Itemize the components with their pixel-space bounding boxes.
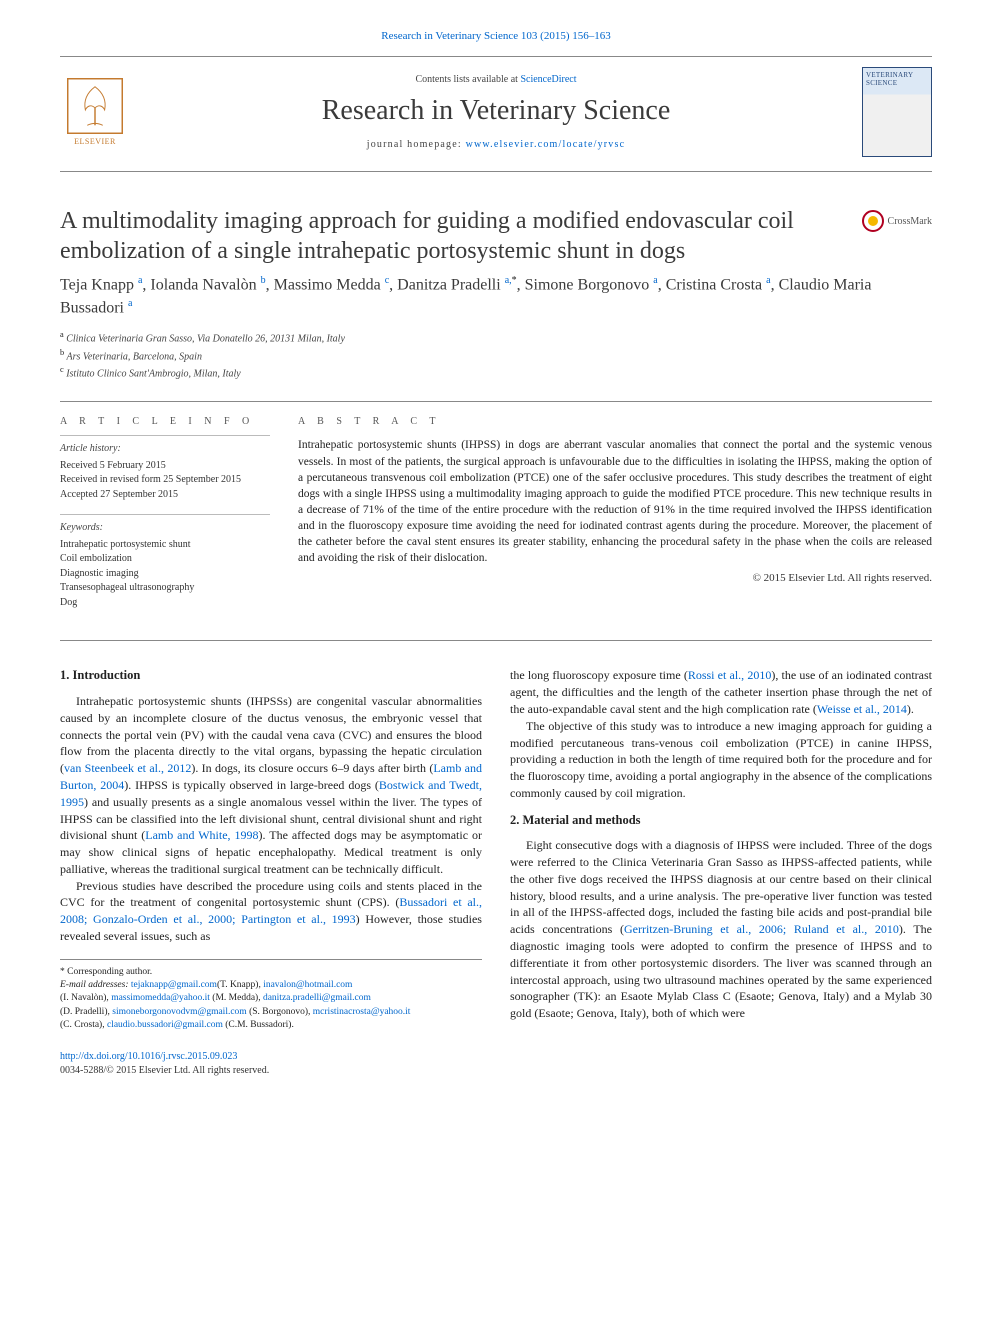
- journal-citation-header: Research in Veterinary Science 103 (2015…: [60, 30, 932, 42]
- keyword-line: Transesophageal ultrasonography: [60, 581, 270, 596]
- author-list: Teja Knapp a, Iolanda Navalòn b, Massimo…: [60, 274, 932, 319]
- author-email-link[interactable]: simoneborgonovodvm@gmail.com: [112, 1007, 246, 1017]
- crossmark-icon: [862, 210, 884, 232]
- objective-paragraph: The objective of this study was to intro…: [510, 718, 932, 802]
- journal-masthead: ELSEVIER Contents lists available at Sci…: [60, 56, 932, 172]
- keyword-line: Dog: [60, 596, 270, 611]
- author-email-link[interactable]: danitza.pradelli@gmail.com: [263, 993, 371, 1003]
- history-label: Article history:: [60, 442, 270, 457]
- journal-homepage-line: journal homepage: www.elsevier.com/locat…: [130, 139, 862, 150]
- citation-link[interactable]: van Steenbeek et al., 2012: [64, 761, 191, 775]
- publisher-logo: ELSEVIER: [60, 72, 130, 152]
- corresponding-author-footnote: * Corresponding author. E-mail addresses…: [60, 959, 482, 1032]
- journal-name: Research in Veterinary Science: [130, 95, 862, 127]
- affiliation-line: b Ars Veterinaria, Barcelona, Spain: [60, 347, 932, 364]
- journal-homepage-link[interactable]: www.elsevier.com/locate/yrvsc: [466, 139, 626, 150]
- citation-link[interactable]: Gerritzen-Bruning et al., 2006; Ruland e…: [624, 922, 899, 936]
- page-footer: http://dx.doi.org/10.1016/j.rvsc.2015.09…: [60, 1050, 932, 1078]
- email-addresses: E-mail addresses: tejaknapp@gmail.com(T.…: [60, 979, 482, 992]
- methods-paragraph-1: Eight consecutive dogs with a diagnosis …: [510, 837, 932, 1022]
- abstract-copyright: © 2015 Elsevier Ltd. All rights reserved…: [298, 572, 932, 584]
- abstract-block: A B S T R A C T Intrahepatic portosystem…: [298, 416, 932, 622]
- keyword-line: Coil embolization: [60, 552, 270, 567]
- author-email-link[interactable]: claudio.bussadori@gmail.com: [107, 1020, 223, 1030]
- contents-available-line: Contents lists available at ScienceDirec…: [130, 74, 862, 85]
- citation-link[interactable]: Lamb and White, 1998: [145, 828, 258, 842]
- article-title: A multimodality imaging approach for gui…: [60, 206, 932, 266]
- affiliation-line: a Clinica Veterinaria Gran Sasso, Via Do…: [60, 329, 932, 346]
- article-info-heading: A R T I C L E I N F O: [60, 416, 270, 427]
- keywords-label: Keywords:: [60, 521, 270, 536]
- author-email-link[interactable]: inavalon@hotmail.com: [263, 980, 352, 990]
- crossmark-label: CrossMark: [888, 216, 932, 227]
- abstract-heading: A B S T R A C T: [298, 416, 932, 427]
- sciencedirect-link[interactable]: ScienceDirect: [520, 74, 576, 85]
- elsevier-tree-icon: [67, 78, 123, 134]
- article-info-sidebar: A R T I C L E I N F O Article history: R…: [60, 416, 270, 622]
- article-body: 1. Introduction Intrahepatic portosystem…: [60, 667, 932, 1032]
- history-line: Received 5 February 2015: [60, 459, 270, 474]
- intro-paragraph-2: Previous studies have described the proc…: [60, 878, 482, 945]
- methods-heading: 2. Material and methods: [510, 812, 932, 830]
- keyword-line: Diagnostic imaging: [60, 567, 270, 582]
- citation-link[interactable]: Weisse et al., 2014: [817, 702, 907, 716]
- corresponding-marker: * Corresponding author.: [60, 966, 482, 979]
- crossmark-badge[interactable]: CrossMark: [862, 210, 932, 232]
- affiliation-line: c Istituto Clinico Sant'Ambrogio, Milan,…: [60, 364, 932, 381]
- publisher-label: ELSEVIER: [74, 137, 116, 146]
- author-email-link[interactable]: tejaknapp@gmail.com: [131, 980, 217, 990]
- doi-link[interactable]: http://dx.doi.org/10.1016/j.rvsc.2015.09…: [60, 1051, 237, 1062]
- abstract-text: Intrahepatic portosystemic shunts (IHPSS…: [298, 437, 932, 566]
- affiliations-block: a Clinica Veterinaria Gran Sasso, Via Do…: [60, 329, 932, 381]
- keyword-line: Intrahepatic portosystemic shunt: [60, 538, 270, 553]
- issn-copyright: 0034-5288/© 2015 Elsevier Ltd. All right…: [60, 1065, 269, 1076]
- intro-heading: 1. Introduction: [60, 667, 482, 685]
- journal-cover-thumbnail: VETERINARY SCIENCE: [862, 67, 932, 157]
- history-line: Received in revised form 25 September 20…: [60, 473, 270, 488]
- author-email-link[interactable]: massimomedda@yahoo.it: [111, 993, 210, 1003]
- author-email-link[interactable]: mcristinacrosta@yahoo.it: [313, 1007, 411, 1017]
- citation-link[interactable]: Rossi et al., 2010: [688, 668, 772, 682]
- history-line: Accepted 27 September 2015: [60, 488, 270, 503]
- body-continuation: the long fluoroscopy exposure time (Ross…: [510, 667, 932, 717]
- intro-paragraph-1: Intrahepatic portosystemic shunts (IHPSS…: [60, 693, 482, 878]
